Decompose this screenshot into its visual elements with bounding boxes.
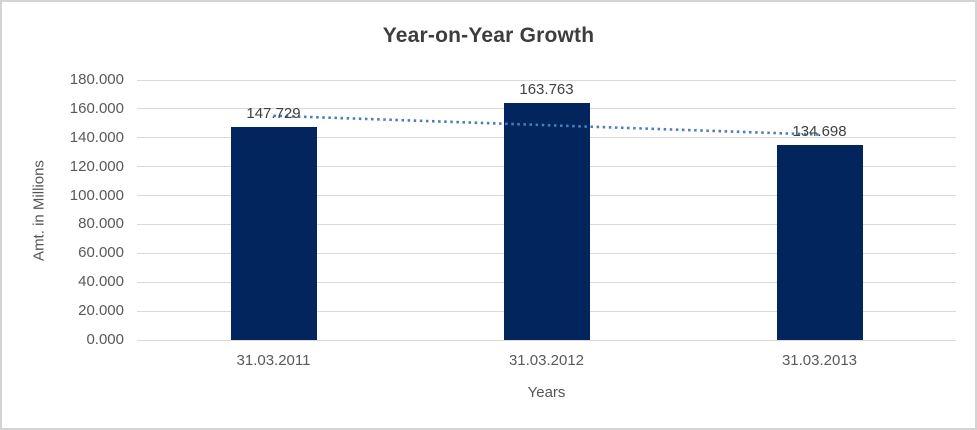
x-category-label: 31.03.2013 [781,352,858,369]
bar [503,103,590,340]
bar [776,145,863,340]
x-axis-title: Years [527,384,566,401]
y-tick-label: 160.000 [69,99,124,117]
y-tick-label: 80.000 [78,215,124,233]
bar-value-label: 163.763 [519,81,574,99]
y-tick-label: 120.000 [69,157,124,175]
y-tick-label: 0.000 [86,331,124,348]
y-tick-label: 60.000 [78,244,124,262]
bar [230,126,317,340]
y-axis-title: Amt. in Millions [30,160,48,261]
y-tick-label: 180.000 [69,71,124,88]
chart-title: Year-on-Year Growth [382,24,595,47]
bar-value-label: 134.698 [792,123,847,141]
y-tick-label: 140.000 [69,128,124,146]
x-category-label: 31.03.2012 [508,352,585,369]
y-tick-label: 40.000 [78,273,124,291]
gridline [137,79,956,81]
x-category-label: 31.03.2011 [236,352,311,369]
plot-area: 147.729 163.763 134.698 [137,79,956,341]
bar-value-label: 147.729 [246,104,301,122]
y-tick-label: 100.000 [69,186,124,204]
y-tick-label: 20.000 [78,302,124,320]
gridline [137,339,956,341]
